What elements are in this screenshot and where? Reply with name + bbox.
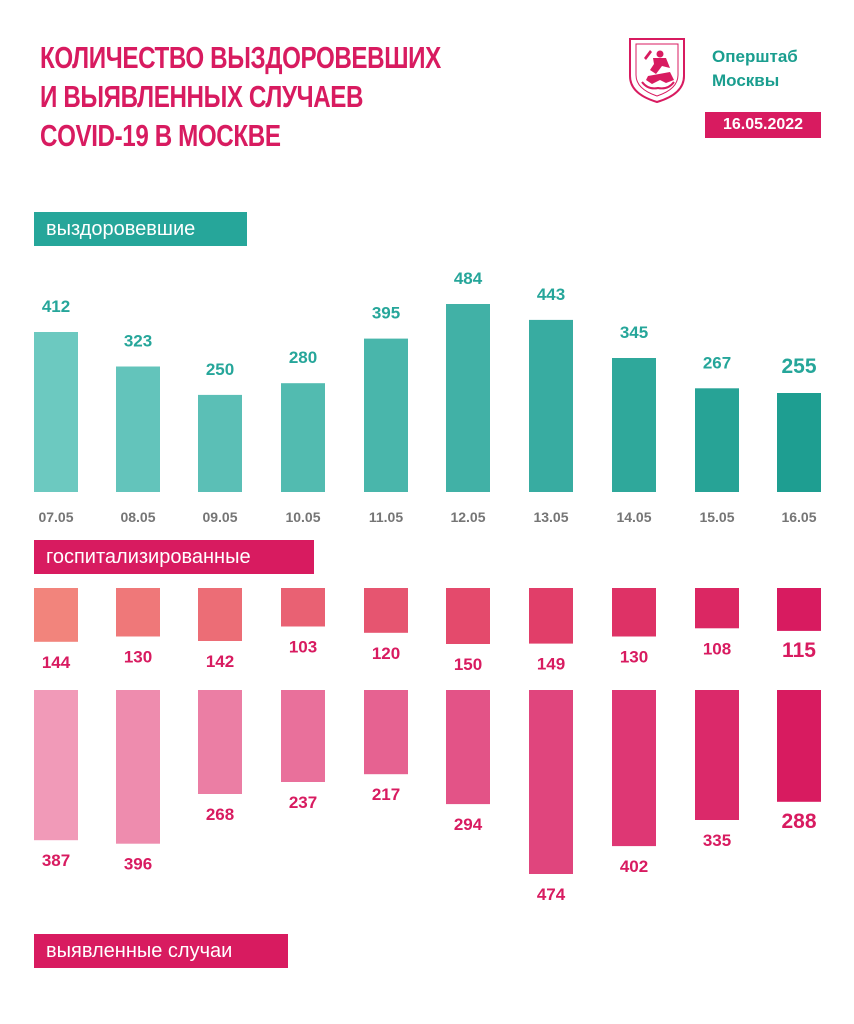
- cases-value-label-12.05: 294: [454, 815, 483, 834]
- recovered-value-label-15.05: 267: [703, 353, 731, 372]
- cases-value-label-11.05: 217: [372, 785, 400, 804]
- hospitalized-value-label-15.05: 108: [703, 639, 731, 658]
- cases-bar-10.05: [281, 690, 325, 782]
- hospitalized-value-label-10.05: 103: [289, 638, 317, 657]
- date-tick-label-08.05: 08.05: [120, 509, 155, 525]
- cases-bar-07.05: [34, 690, 78, 841]
- cases-value-label-13.05: 474: [537, 885, 566, 904]
- date-tick-label-10.05: 10.05: [285, 509, 320, 525]
- recovered-section-label: выздоровевшие: [34, 212, 247, 246]
- date-tick-label-07.05: 07.05: [38, 509, 73, 525]
- cases-bar-16.05: [777, 690, 821, 802]
- hospitalized-value-label-07.05: 144: [42, 653, 71, 672]
- recovered-value-label-11.05: 395: [372, 304, 400, 323]
- brand-name: Оперштаб Москвы: [712, 45, 798, 93]
- hospitalized-bar-07.05: [34, 588, 78, 642]
- recovered-bar-07.05: [34, 332, 78, 492]
- cases-bar-09.05: [198, 690, 242, 794]
- date-tick-label-16.05: 16.05: [781, 509, 816, 525]
- recovered-value-label-12.05: 484: [454, 269, 483, 288]
- date-badge: 16.05.2022: [705, 112, 821, 138]
- title-line-3: COVID-19 В МОСКВЕ: [40, 118, 281, 153]
- cases-value-label-15.05: 335: [703, 831, 731, 850]
- hospitalized-bar-10.05: [281, 588, 325, 627]
- hospitalized-value-label-14.05: 130: [620, 648, 648, 667]
- recovered-bar-16.05: [777, 393, 821, 492]
- cases-value-label-08.05: 396: [124, 855, 152, 874]
- cases-value-label-09.05: 268: [206, 805, 234, 824]
- brand-line-1: Оперштаб: [712, 47, 798, 66]
- hospitalized-value-label-11.05: 120: [372, 644, 400, 663]
- recovered-bar-10.05: [281, 383, 325, 492]
- cases-bar-11.05: [364, 690, 408, 775]
- title-line-1: КОЛИЧЕСТВО ВЫЗДОРОВЕВШИХ: [40, 40, 441, 75]
- hospitalized-bar-14.05: [612, 588, 656, 637]
- recovered-value-label-10.05: 280: [289, 348, 317, 367]
- cases-value-label-16.05: 288: [781, 810, 816, 833]
- hospitalized-bar-12.05: [446, 588, 490, 644]
- recovered-value-label-08.05: 323: [124, 332, 152, 351]
- page-title: КОЛИЧЕСТВО ВЫЗДОРОВЕВШИХ И ВЫЯВЛЕННЫХ СЛ…: [40, 38, 441, 155]
- brand-line-2: Москвы: [712, 71, 780, 90]
- recovered-bar-08.05: [116, 366, 160, 492]
- hospitalized-value-label-12.05: 150: [454, 655, 482, 674]
- hospitalized-value-label-08.05: 130: [124, 648, 152, 667]
- cases-bar-13.05: [529, 690, 573, 874]
- date-tick-label-12.05: 12.05: [450, 509, 485, 525]
- hospitalized-value-label-09.05: 142: [206, 652, 234, 671]
- hospitalized-bar-09.05: [198, 588, 242, 641]
- date-tick-label-13.05: 13.05: [533, 509, 568, 525]
- cases-value-label-10.05: 237: [289, 793, 317, 812]
- cases-bar-12.05: [446, 690, 490, 805]
- recovered-value-label-14.05: 345: [620, 323, 648, 342]
- hospitalized-value-label-13.05: 149: [537, 655, 565, 674]
- cases-bar-08.05: [116, 690, 160, 844]
- date-tick-label-14.05: 14.05: [616, 509, 651, 525]
- recovered-bar-13.05: [529, 319, 573, 492]
- hospitalized-bar-13.05: [529, 588, 573, 644]
- recovered-bar-14.05: [612, 358, 656, 492]
- recovered-value-label-09.05: 250: [206, 360, 234, 379]
- recovered-bar-15.05: [695, 388, 739, 492]
- title-line-2: И ВЫЯВЛЕННЫХ СЛУЧАЕВ: [40, 79, 364, 114]
- date-tick-label-09.05: 09.05: [202, 509, 237, 525]
- cases-bar-15.05: [695, 690, 739, 820]
- hospitalized-value-label-16.05: 115: [782, 639, 816, 662]
- hospitalized-bar-11.05: [364, 588, 408, 633]
- cases-bar-14.05: [612, 690, 656, 847]
- recovered-bar-09.05: [198, 394, 242, 492]
- recovered-value-label-13.05: 443: [537, 285, 565, 304]
- recovered-value-label-07.05: 412: [42, 297, 70, 316]
- date-tick-label-11.05: 11.05: [369, 509, 403, 525]
- recovered-bar-11.05: [364, 338, 408, 492]
- recovered-bar-12.05: [446, 304, 490, 492]
- date-tick-label-15.05: 15.05: [699, 509, 734, 525]
- cases-value-label-07.05: 387: [42, 851, 70, 870]
- cases-value-label-14.05: 402: [620, 857, 648, 876]
- moscow-coat-of-arms-icon: [626, 36, 688, 104]
- hospitalized-bar-16.05: [777, 588, 821, 631]
- hospitalized-bar-15.05: [695, 588, 739, 629]
- hospitalized-bar-08.05: [116, 588, 160, 637]
- recovered-value-label-16.05: 255: [781, 355, 816, 378]
- hospitalized-section-label: госпитализированные: [34, 540, 314, 574]
- cases-section-label: выявленные случаи: [34, 934, 288, 968]
